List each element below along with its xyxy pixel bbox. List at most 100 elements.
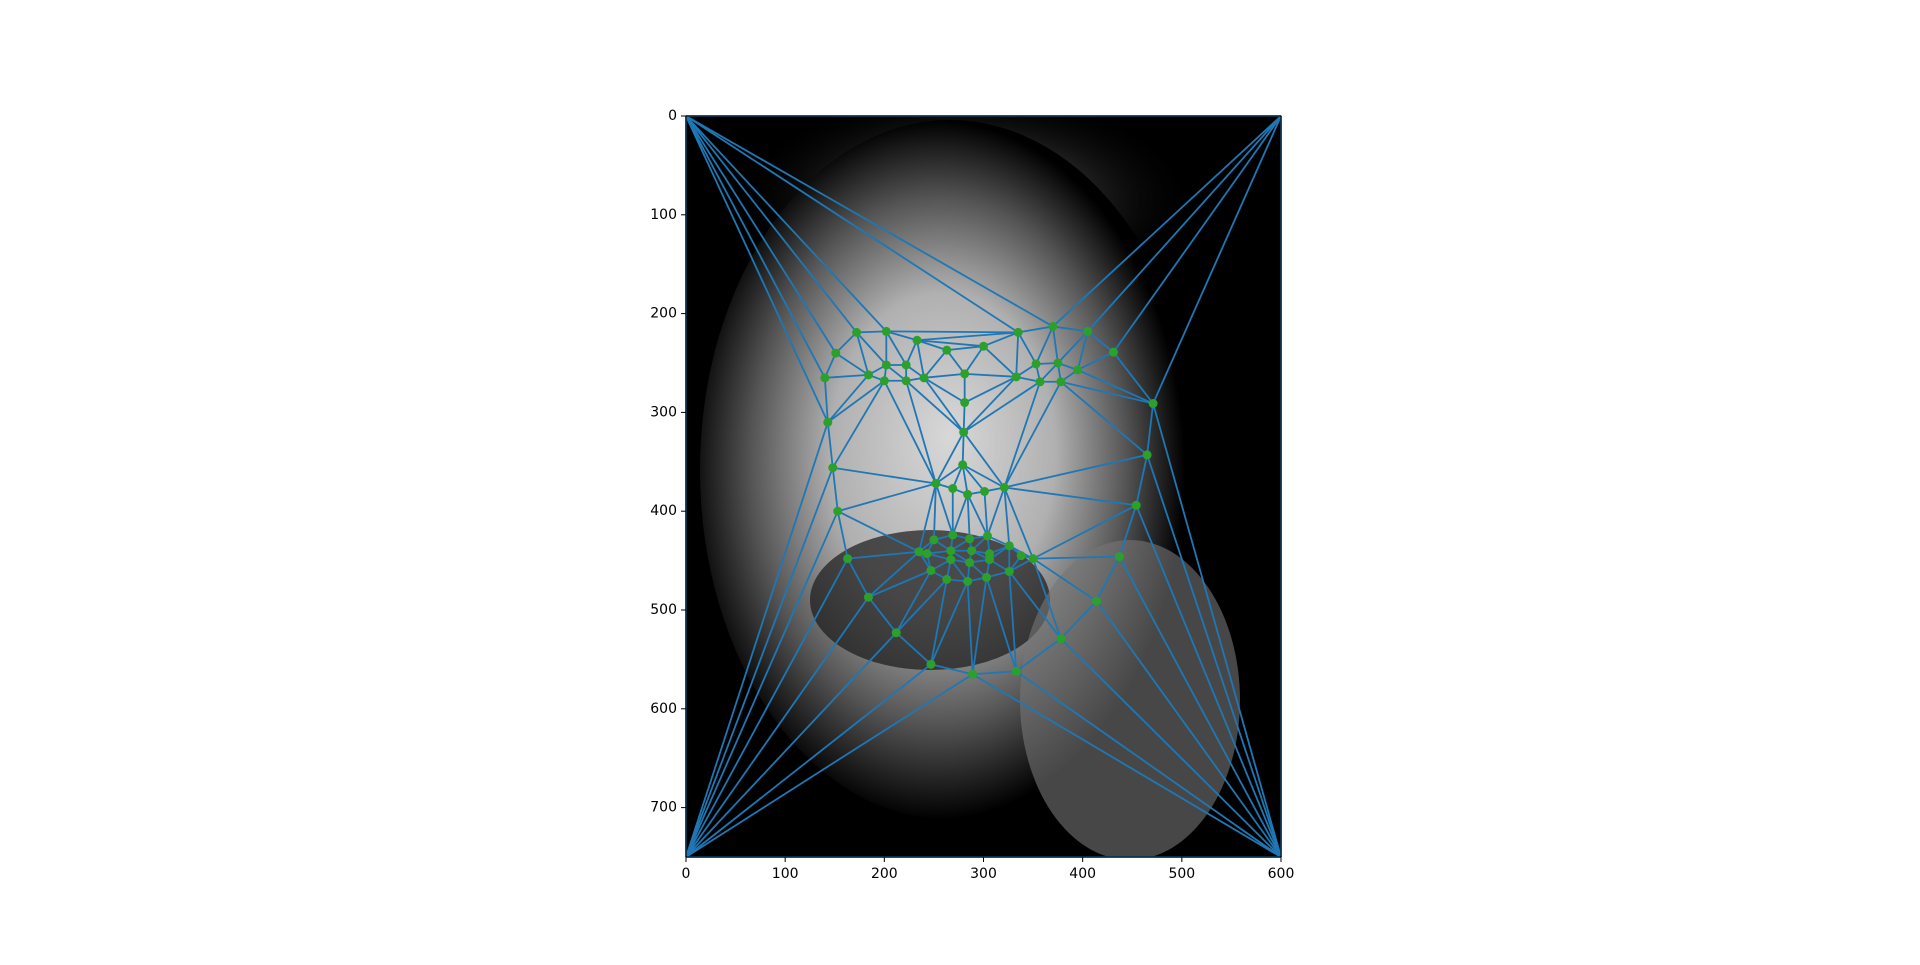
triangle-edge bbox=[1032, 557, 1098, 602]
landmark-point bbox=[1142, 450, 1152, 460]
triangle-edge bbox=[963, 381, 1041, 433]
triangle-edge bbox=[916, 339, 984, 348]
triangle-edge bbox=[867, 551, 920, 598]
triangle-edge bbox=[1052, 325, 1088, 333]
triangle-edge bbox=[1118, 556, 1282, 858]
landmark-point bbox=[881, 360, 891, 370]
landmark-point bbox=[960, 369, 970, 379]
landmark-point bbox=[981, 572, 991, 582]
triangle-edge bbox=[935, 483, 954, 536]
landmark-point bbox=[863, 370, 873, 380]
landmark-point bbox=[1031, 359, 1041, 369]
landmark-point bbox=[1056, 634, 1066, 644]
triangle-edge bbox=[971, 577, 988, 675]
landmark-point bbox=[922, 549, 932, 559]
landmark-point bbox=[948, 530, 958, 540]
triangle-edge bbox=[1003, 381, 1062, 488]
landmark-point bbox=[960, 398, 970, 408]
x-tick-label: 200 bbox=[871, 866, 898, 882]
landmark-point bbox=[1073, 365, 1083, 375]
triangle-edge bbox=[1035, 326, 1054, 365]
triangle-edge bbox=[837, 482, 937, 513]
landmark-point bbox=[901, 376, 911, 386]
triangle-edge bbox=[1015, 670, 1282, 858]
landmark-point bbox=[828, 463, 838, 473]
triangle-edge bbox=[916, 331, 1019, 342]
triangle-edge bbox=[868, 569, 932, 598]
landmark-point bbox=[852, 327, 862, 337]
landmark-point bbox=[1092, 596, 1102, 606]
triangle-edge bbox=[961, 464, 986, 493]
triangle-edge bbox=[1112, 115, 1282, 353]
triangle-edge bbox=[685, 115, 1054, 328]
landmark-point bbox=[1083, 326, 1093, 336]
triangle-edge bbox=[1008, 570, 1062, 640]
triangle-edge bbox=[895, 632, 932, 666]
landmark-point bbox=[1148, 399, 1158, 409]
triangle-edge bbox=[1146, 403, 1154, 455]
triangle-edge bbox=[933, 483, 937, 540]
triangle-edge bbox=[867, 596, 897, 634]
triangle-edge bbox=[916, 339, 948, 352]
landmark-point bbox=[926, 659, 936, 669]
triangle-edge bbox=[1003, 487, 1011, 546]
landmark-point bbox=[901, 360, 911, 370]
landmark-point bbox=[833, 506, 843, 516]
triangle-edge bbox=[1018, 325, 1054, 334]
landmark-point bbox=[1028, 554, 1038, 564]
triangle-edge bbox=[1146, 454, 1282, 858]
landmark-point bbox=[843, 554, 853, 564]
x-tick-label: 600 bbox=[1268, 866, 1295, 882]
triangle-edge bbox=[966, 494, 989, 537]
triangle-edge bbox=[1015, 332, 1020, 377]
y-tick-label: 400 bbox=[650, 503, 677, 519]
triangle-edge bbox=[982, 345, 1017, 378]
landmark-point bbox=[948, 483, 958, 493]
triangle-edge bbox=[685, 115, 829, 423]
landmark-point bbox=[999, 482, 1009, 492]
triangle-edge bbox=[950, 559, 969, 582]
y-tick-label: 200 bbox=[650, 306, 677, 322]
landmark-point bbox=[879, 376, 889, 386]
triangle-edge bbox=[1015, 637, 1062, 672]
triangle-edge bbox=[685, 115, 858, 333]
triangle-edge bbox=[983, 491, 989, 536]
triangle-edge bbox=[986, 487, 1006, 537]
landmark-point bbox=[931, 479, 941, 489]
landmark-point bbox=[968, 669, 978, 679]
triangle-edge bbox=[685, 467, 834, 858]
landmark-point bbox=[1011, 666, 1021, 676]
landmark-point bbox=[891, 628, 901, 638]
triangle-edge bbox=[905, 380, 965, 433]
landmarks bbox=[820, 321, 1158, 679]
landmark-point bbox=[942, 345, 952, 355]
x-tick-label: 300 bbox=[970, 866, 997, 882]
triangle-edge bbox=[1004, 454, 1148, 489]
triangle-edge bbox=[826, 422, 834, 468]
y-tick-label: 100 bbox=[650, 207, 677, 223]
triangle-edge bbox=[966, 581, 974, 675]
triangle-edge bbox=[685, 422, 829, 858]
landmark-point bbox=[982, 531, 992, 541]
triangle-edge bbox=[827, 374, 870, 423]
triangle-edge bbox=[1032, 558, 1062, 639]
triangle-edge bbox=[985, 577, 1018, 672]
triangle-edge bbox=[835, 331, 858, 354]
landmark-point bbox=[1131, 500, 1141, 510]
landmark-point bbox=[965, 534, 975, 544]
triangle-edge bbox=[935, 464, 964, 485]
triangle-edge bbox=[962, 402, 966, 433]
landmark-point bbox=[1013, 327, 1023, 337]
triangle-edge bbox=[685, 558, 849, 858]
x-tick-label: 400 bbox=[1069, 866, 1096, 882]
triangle-edge bbox=[1017, 331, 1037, 365]
x-tick-label: 0 bbox=[682, 866, 691, 882]
triangle-edge bbox=[885, 330, 907, 366]
landmark-point bbox=[984, 555, 994, 565]
landmark-point bbox=[1114, 552, 1124, 562]
triangle-edge bbox=[930, 579, 948, 665]
triangle-edge bbox=[972, 670, 1017, 676]
triangle-edge bbox=[685, 115, 826, 379]
triangle-edge bbox=[855, 332, 870, 376]
